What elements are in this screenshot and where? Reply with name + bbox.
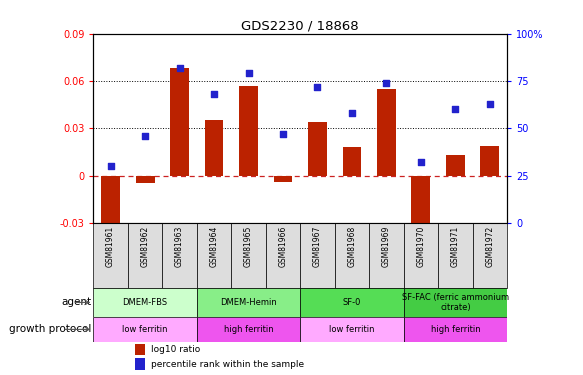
Text: GSM81968: GSM81968: [347, 226, 356, 267]
Bar: [369, 223, 403, 288]
Text: low ferritin: low ferritin: [122, 325, 168, 334]
Text: GSM81963: GSM81963: [175, 226, 184, 267]
Text: GSM81962: GSM81962: [141, 226, 149, 267]
Bar: [170, 68, 189, 176]
Bar: [93, 317, 196, 342]
Point: [347, 110, 357, 116]
Text: SF-0: SF-0: [343, 298, 361, 307]
Bar: [480, 146, 500, 176]
Bar: [403, 288, 507, 317]
Text: percentile rank within the sample: percentile rank within the sample: [151, 360, 304, 369]
Text: SF-FAC (ferric ammonium
citrate): SF-FAC (ferric ammonium citrate): [402, 293, 509, 312]
Bar: [300, 317, 403, 342]
Bar: [135, 358, 145, 370]
Bar: [101, 176, 120, 226]
Text: GSM81969: GSM81969: [382, 226, 391, 267]
Text: GSM81972: GSM81972: [486, 226, 494, 267]
Bar: [135, 176, 154, 183]
Bar: [473, 223, 507, 288]
Bar: [403, 223, 438, 288]
Bar: [128, 223, 162, 288]
Point: [141, 133, 150, 139]
Text: GSM81970: GSM81970: [416, 226, 426, 267]
Bar: [308, 122, 327, 176]
Bar: [300, 223, 335, 288]
Point: [313, 84, 322, 90]
Title: GDS2230 / 18868: GDS2230 / 18868: [241, 20, 359, 33]
Bar: [196, 317, 300, 342]
Bar: [300, 288, 403, 317]
Text: GSM81966: GSM81966: [279, 226, 287, 267]
Bar: [266, 223, 300, 288]
Bar: [403, 317, 507, 342]
Point: [278, 131, 287, 137]
Text: log10 ratio: log10 ratio: [151, 345, 201, 354]
Text: DMEM-Hemin: DMEM-Hemin: [220, 298, 277, 307]
Bar: [196, 288, 300, 317]
Text: GSM81971: GSM81971: [451, 226, 460, 267]
Text: high ferritin: high ferritin: [224, 325, 273, 334]
Point: [244, 70, 253, 76]
Point: [209, 91, 219, 97]
Point: [485, 100, 494, 106]
Bar: [205, 120, 223, 176]
Text: GSM81965: GSM81965: [244, 226, 253, 267]
Text: low ferritin: low ferritin: [329, 325, 375, 334]
Bar: [231, 223, 266, 288]
Point: [451, 106, 460, 112]
Text: high ferritin: high ferritin: [431, 325, 480, 334]
Bar: [239, 86, 258, 176]
Text: GSM81961: GSM81961: [106, 226, 115, 267]
Text: GSM81967: GSM81967: [313, 226, 322, 267]
Point: [382, 80, 391, 86]
Bar: [335, 223, 369, 288]
Bar: [162, 223, 196, 288]
Bar: [273, 176, 293, 182]
Bar: [438, 223, 473, 288]
Bar: [377, 89, 396, 176]
Point: [106, 163, 115, 169]
Bar: [135, 344, 145, 355]
Text: agent: agent: [61, 297, 92, 307]
Bar: [446, 155, 465, 176]
Bar: [93, 223, 128, 288]
Bar: [196, 223, 231, 288]
Text: growth protocol: growth protocol: [9, 324, 92, 334]
Point: [175, 65, 184, 71]
Text: DMEM-FBS: DMEM-FBS: [122, 298, 167, 307]
Bar: [342, 147, 361, 176]
Bar: [412, 176, 430, 236]
Point: [416, 159, 426, 165]
Text: GSM81964: GSM81964: [209, 226, 219, 267]
Bar: [93, 288, 196, 317]
